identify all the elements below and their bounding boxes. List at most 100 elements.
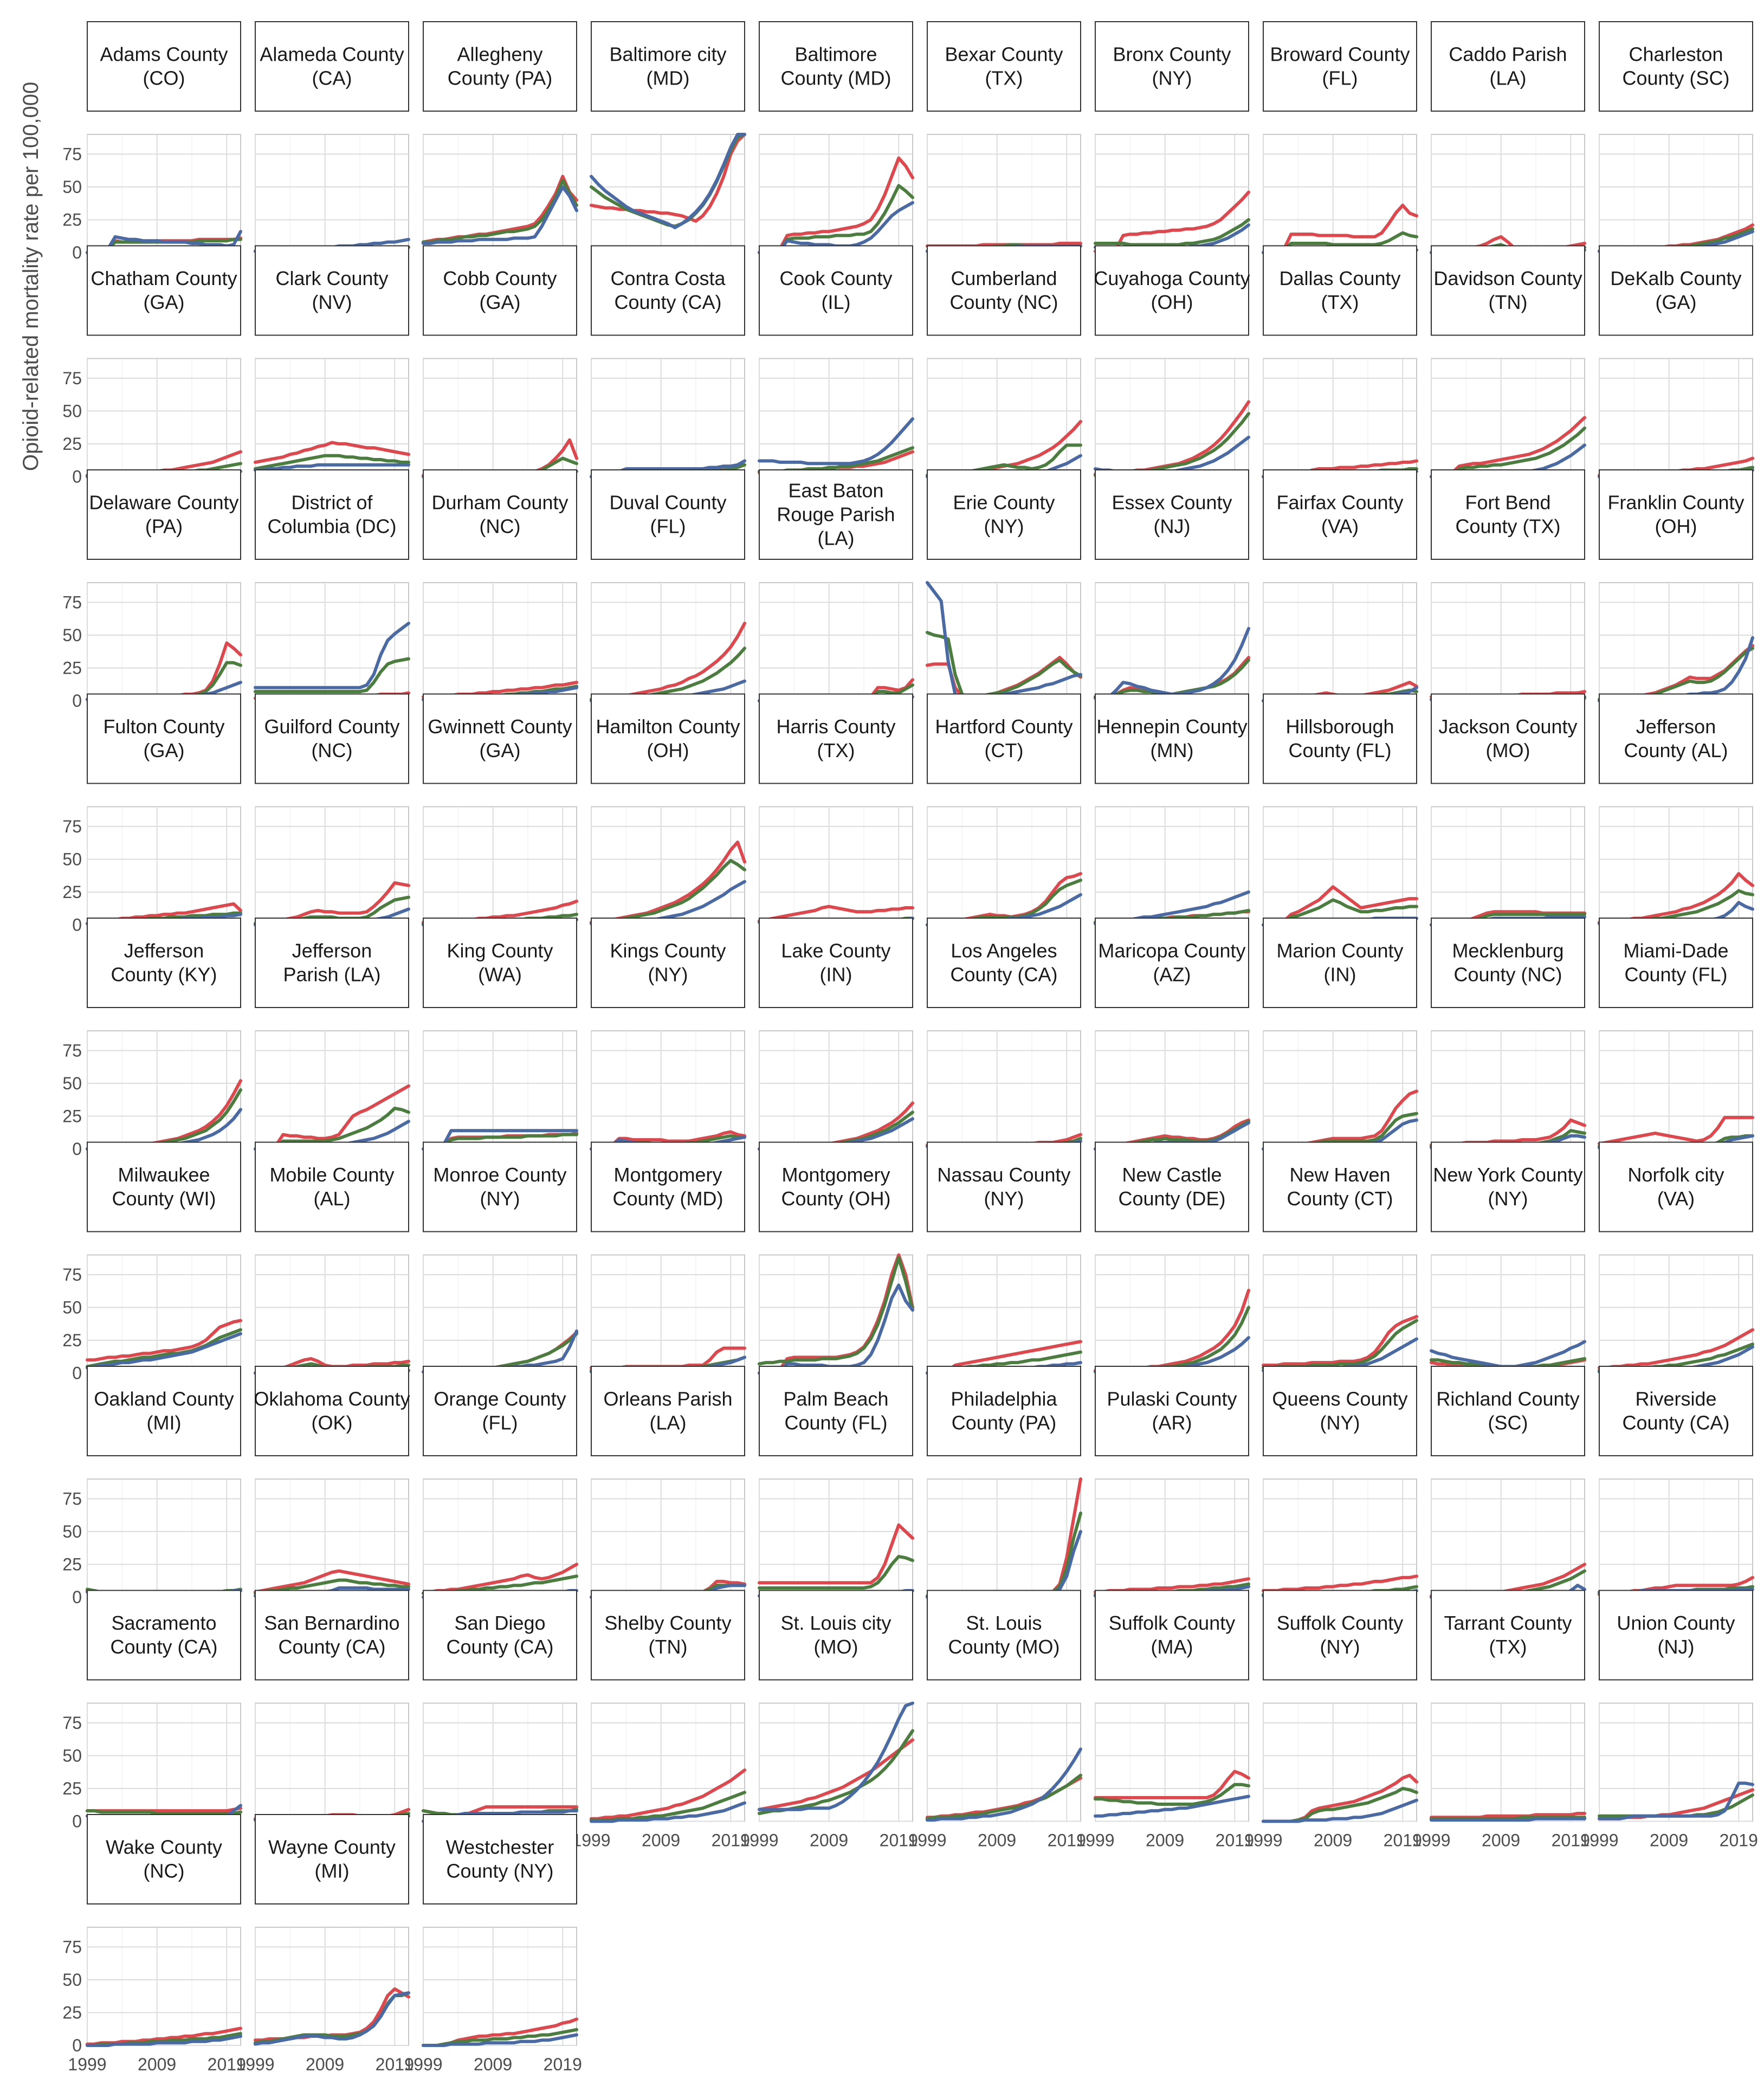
series-line bbox=[254, 441, 410, 464]
strip-label: Guilford County bbox=[264, 715, 399, 738]
strip-box bbox=[1263, 693, 1417, 784]
strip-box bbox=[1431, 1366, 1585, 1456]
strip-label: County (PA) bbox=[952, 1412, 1056, 1434]
strip-box bbox=[87, 1141, 241, 1232]
strip-box bbox=[1263, 1141, 1417, 1232]
facet-panel: Harris County(TX) bbox=[758, 693, 914, 926]
strip-label: Milwaukee bbox=[118, 1164, 210, 1186]
strip-label: County (OH) bbox=[781, 1187, 890, 1210]
series-line bbox=[422, 178, 578, 244]
strip-box bbox=[1095, 1590, 1249, 1681]
strip-label: (TN) bbox=[649, 1636, 688, 1658]
facet-panel: Franklin County(OH) bbox=[1598, 469, 1754, 702]
plot-area bbox=[423, 1254, 577, 1374]
series-line bbox=[254, 1578, 410, 1595]
strip-label: Duval County bbox=[609, 492, 726, 514]
strip-label: Marion County bbox=[1276, 940, 1403, 962]
strip-box bbox=[87, 245, 241, 336]
strip-label: Palm Beach bbox=[783, 1388, 888, 1410]
strip-label: (IN) bbox=[820, 964, 852, 986]
strip-label: Hamilton County bbox=[596, 715, 740, 738]
y-tick-label: 0 bbox=[72, 1364, 82, 1383]
series-line bbox=[926, 1747, 1082, 1822]
strip-label: (GA) bbox=[480, 291, 521, 313]
strip-box bbox=[759, 1141, 913, 1232]
facet-panel: Oakland County(MI) 0 25 50 75 bbox=[62, 1366, 242, 1607]
strip-label: Adams County bbox=[100, 43, 228, 66]
plot-area bbox=[927, 1030, 1081, 1150]
x-tick-label: 1999 bbox=[404, 2055, 442, 2074]
strip-box bbox=[591, 918, 745, 1008]
series-line bbox=[1094, 190, 1250, 253]
facet-panel: Fairfax County(VA) bbox=[1262, 469, 1418, 702]
strip-label: Parish (LA) bbox=[283, 964, 380, 986]
series-line bbox=[758, 905, 914, 923]
series-line bbox=[590, 133, 746, 229]
strip-label: (TX) bbox=[1321, 291, 1359, 313]
strip-label: Broward County bbox=[1270, 43, 1410, 66]
strip-label: Gwinnett County bbox=[428, 715, 572, 738]
strip-label: Philadelphia bbox=[951, 1388, 1057, 1410]
strip-label: County (MD) bbox=[780, 67, 891, 89]
plot-area bbox=[759, 1478, 913, 1598]
series-line bbox=[86, 2035, 242, 2047]
strip-label: County (MO) bbox=[948, 1636, 1059, 1658]
facet-panel: Pulaski County(AR) bbox=[1094, 1366, 1250, 1598]
facet-panel: Norfolk city(VA) bbox=[1598, 1141, 1754, 1374]
strip-label: Monroe County bbox=[433, 1164, 566, 1186]
strip-box bbox=[423, 1141, 577, 1232]
x-tick-label: 2009 bbox=[138, 2055, 176, 2074]
strip-label: (NC) bbox=[144, 1860, 185, 1882]
strip-label: (MD) bbox=[647, 67, 690, 89]
strip-box bbox=[591, 21, 745, 112]
y-tick-label: 25 bbox=[62, 1331, 82, 1350]
strip-label: County (WI) bbox=[112, 1187, 216, 1210]
y-tick-label: 25 bbox=[62, 658, 82, 677]
plot-area bbox=[1599, 1478, 1753, 1598]
y-tick-label: 50 bbox=[62, 1297, 82, 1317]
series-line bbox=[86, 1328, 242, 1368]
x-tick-label: 2009 bbox=[1146, 1831, 1184, 1850]
strip-label: County (PA) bbox=[448, 67, 552, 89]
strip-label: Suffolk County bbox=[1109, 1612, 1235, 1634]
series-line bbox=[758, 1738, 914, 1811]
strip-box bbox=[927, 245, 1081, 336]
facet-panel: Suffolk County(MA) 1999 2009 2019 bbox=[1076, 1590, 1254, 1850]
strip-box bbox=[1599, 469, 1753, 560]
strip-label: County (CA) bbox=[950, 964, 1057, 986]
strip-label: County (FL) bbox=[1288, 739, 1391, 761]
facet-panel: Duval County(FL) bbox=[590, 469, 746, 702]
strip-label: (AZ) bbox=[1153, 964, 1191, 986]
facet-panel: Queens County(NY) bbox=[1262, 1366, 1418, 1598]
strip-box bbox=[759, 469, 913, 560]
strip-box bbox=[591, 1141, 745, 1232]
strip-box bbox=[591, 469, 745, 560]
facet-panel: Erie County(NY) bbox=[926, 469, 1082, 701]
strip-label: Franklin County bbox=[1607, 492, 1744, 514]
plot-area bbox=[87, 1927, 241, 2046]
strip-label: (OH) bbox=[1151, 291, 1193, 313]
facet-panel: Richland County(SC) bbox=[1430, 1366, 1586, 1599]
strip-box bbox=[255, 1366, 409, 1456]
series-line bbox=[254, 463, 410, 472]
series-line bbox=[422, 185, 578, 245]
strip-box bbox=[759, 1366, 913, 1456]
strip-label: County (CT) bbox=[1287, 1187, 1393, 1210]
plot-area bbox=[591, 134, 745, 253]
y-tick-label: 0 bbox=[72, 243, 82, 262]
strip-box bbox=[927, 693, 1081, 784]
facet-panel: Shelby County(TN) 1999 2009 2019 bbox=[572, 1590, 750, 1850]
y-tick-label: 50 bbox=[62, 177, 82, 197]
strip-label: Durham County bbox=[431, 492, 568, 514]
plot-area bbox=[1095, 582, 1249, 701]
strip-label: (MN) bbox=[1151, 739, 1194, 761]
strip-label: (GA) bbox=[144, 291, 185, 313]
